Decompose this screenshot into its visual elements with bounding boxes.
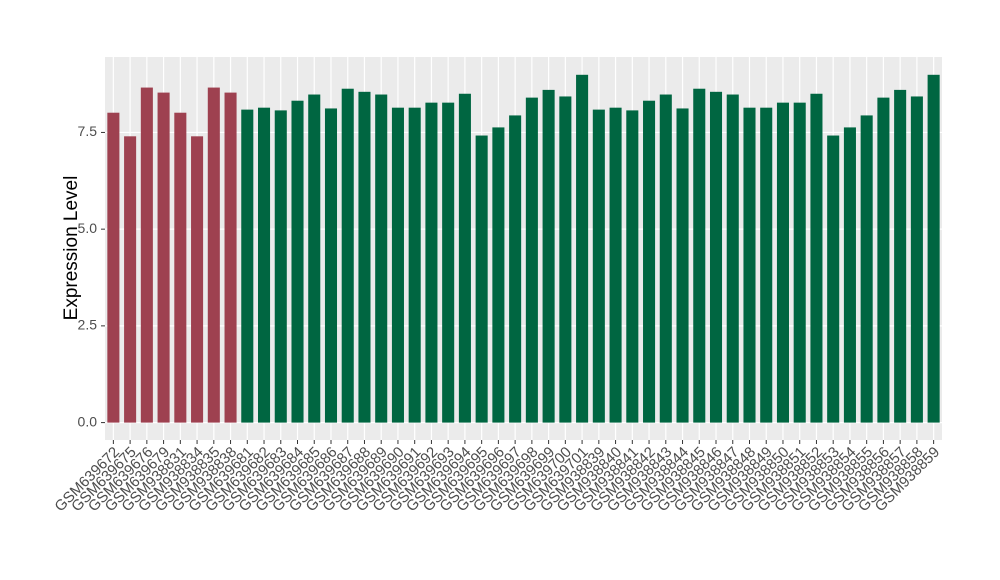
bar bbox=[827, 135, 840, 423]
bar bbox=[425, 102, 438, 423]
bar bbox=[877, 97, 890, 423]
bar bbox=[107, 112, 120, 423]
bar bbox=[442, 102, 455, 423]
bar bbox=[843, 127, 856, 423]
bar bbox=[157, 92, 170, 423]
bar bbox=[174, 112, 187, 423]
bar bbox=[894, 89, 907, 423]
bar bbox=[776, 102, 789, 423]
bar bbox=[341, 88, 354, 423]
bar bbox=[124, 136, 137, 423]
bar bbox=[191, 136, 204, 423]
bar bbox=[207, 87, 220, 423]
bar bbox=[592, 109, 605, 423]
bar bbox=[643, 100, 656, 423]
y-axis-label: Expression Level bbox=[61, 176, 82, 321]
bar bbox=[375, 94, 388, 423]
bar bbox=[324, 108, 338, 423]
bar bbox=[291, 100, 304, 423]
bar bbox=[810, 93, 823, 423]
bar bbox=[241, 109, 254, 423]
y-tick-label: 5.0 bbox=[78, 220, 98, 236]
bar bbox=[525, 97, 538, 423]
bar bbox=[358, 91, 371, 423]
bar bbox=[927, 74, 940, 423]
bar bbox=[676, 108, 689, 423]
bar bbox=[626, 110, 639, 423]
bar bbox=[274, 110, 287, 423]
bar bbox=[559, 96, 572, 423]
bar bbox=[709, 91, 723, 423]
bar bbox=[910, 96, 923, 423]
bar bbox=[793, 102, 806, 423]
bar bbox=[140, 87, 153, 423]
y-tick-label: 0.0 bbox=[78, 413, 98, 429]
bar bbox=[258, 107, 271, 423]
bar bbox=[576, 74, 589, 423]
bar bbox=[492, 127, 505, 423]
y-tick-label: 7.5 bbox=[78, 123, 98, 139]
bar bbox=[860, 115, 873, 423]
bar bbox=[609, 107, 622, 423]
bar bbox=[391, 107, 404, 423]
bar bbox=[726, 94, 739, 423]
bar bbox=[693, 88, 706, 423]
bar bbox=[408, 107, 421, 423]
bar bbox=[475, 135, 488, 423]
bar bbox=[224, 92, 237, 423]
bar bbox=[509, 115, 522, 423]
bar bbox=[743, 107, 756, 423]
bar bbox=[542, 89, 555, 423]
bar bbox=[458, 93, 471, 423]
y-tick-label: 2.5 bbox=[78, 317, 98, 333]
bar bbox=[659, 94, 672, 423]
bar bbox=[308, 94, 321, 423]
bar bbox=[760, 107, 773, 423]
